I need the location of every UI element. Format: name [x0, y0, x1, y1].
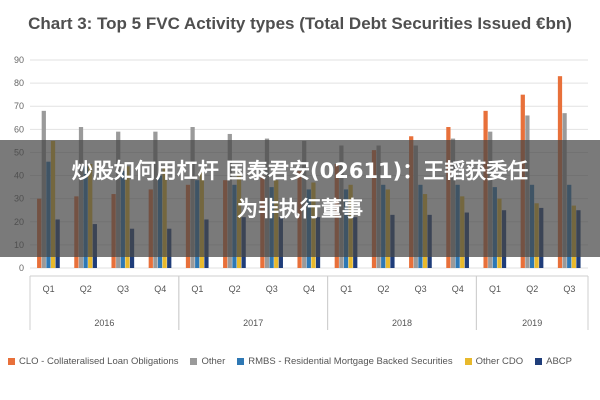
legend-item: Other CDO	[464, 355, 524, 367]
year-label: 2019	[522, 318, 542, 328]
year-label: 2017	[243, 318, 263, 328]
legend-swatch	[237, 357, 245, 365]
legend-item: ABCP	[535, 356, 572, 367]
legend-label: Other	[201, 355, 226, 367]
x-tick-label: Q3	[415, 284, 427, 294]
y-tick-label: 90	[14, 55, 24, 65]
legend-label: Other CDO	[475, 355, 524, 367]
y-tick-label: 80	[14, 78, 24, 88]
x-tick-label: Q1	[43, 284, 55, 294]
headline-text: 炒股如何用杠杆 国泰君安(02611)：王韬获委任 为非执行董事	[0, 152, 600, 228]
legend-item: RMBS - Residential Mortgage Backed Secur…	[237, 355, 453, 367]
legend-label: RMBS - Residential Mortgage Backed Secur…	[248, 355, 453, 367]
x-tick-label: Q2	[377, 284, 389, 294]
headline-line-1: 炒股如何用杠杆 国泰君安(02611)：王韬获委任	[71, 159, 529, 183]
chart-title: Chart 3: Top 5 FVC Activity types (Total…	[28, 14, 572, 33]
x-tick-label: Q1	[340, 284, 352, 294]
y-tick-label: 70	[14, 101, 24, 111]
legend-item: CLO - Collateralised Loan Obligations	[8, 356, 178, 367]
year-label: 2016	[94, 318, 114, 328]
x-axis: Q1 Q2 Q3 Q4 Q1 Q2 Q3 Q4 Q1 Q2 Q3 Q4 Q1 Q2 Q3 2016 2017 20…	[29, 275, 589, 330]
x-tick-label: Q1	[191, 284, 203, 294]
legend-swatch	[535, 357, 543, 365]
legend-label: ABCP	[546, 355, 572, 367]
x-tick-label: Q2	[526, 284, 538, 294]
legend-item: Other	[190, 356, 225, 367]
x-tick-label: Q3	[117, 284, 129, 294]
legend-label: CLO - Collateralised Loan Obligations	[19, 355, 179, 367]
year-label: 2018	[392, 318, 412, 328]
x-tick-label: Q3	[266, 284, 278, 294]
headline-line-2: 为非执行董事	[237, 197, 363, 221]
x-tick-label: Q2	[80, 284, 92, 294]
headline-overlay	[0, 140, 600, 257]
y-tick-label: 60	[14, 124, 24, 134]
legend-swatch	[190, 357, 198, 365]
x-tick-label: Q3	[563, 284, 575, 294]
y-tick-label: 0	[19, 263, 24, 273]
chart-legend: CLO - Collateralised Loan Obligations Oth…	[8, 352, 598, 370]
legend-swatch	[464, 357, 472, 365]
x-tick-label: Q4	[303, 284, 315, 294]
legend-swatch	[8, 357, 15, 365]
x-tick-label: Q4	[452, 284, 464, 294]
x-tick-label: Q2	[229, 284, 241, 294]
x-tick-label: Q1	[489, 284, 501, 294]
x-tick-label: Q4	[154, 284, 166, 294]
